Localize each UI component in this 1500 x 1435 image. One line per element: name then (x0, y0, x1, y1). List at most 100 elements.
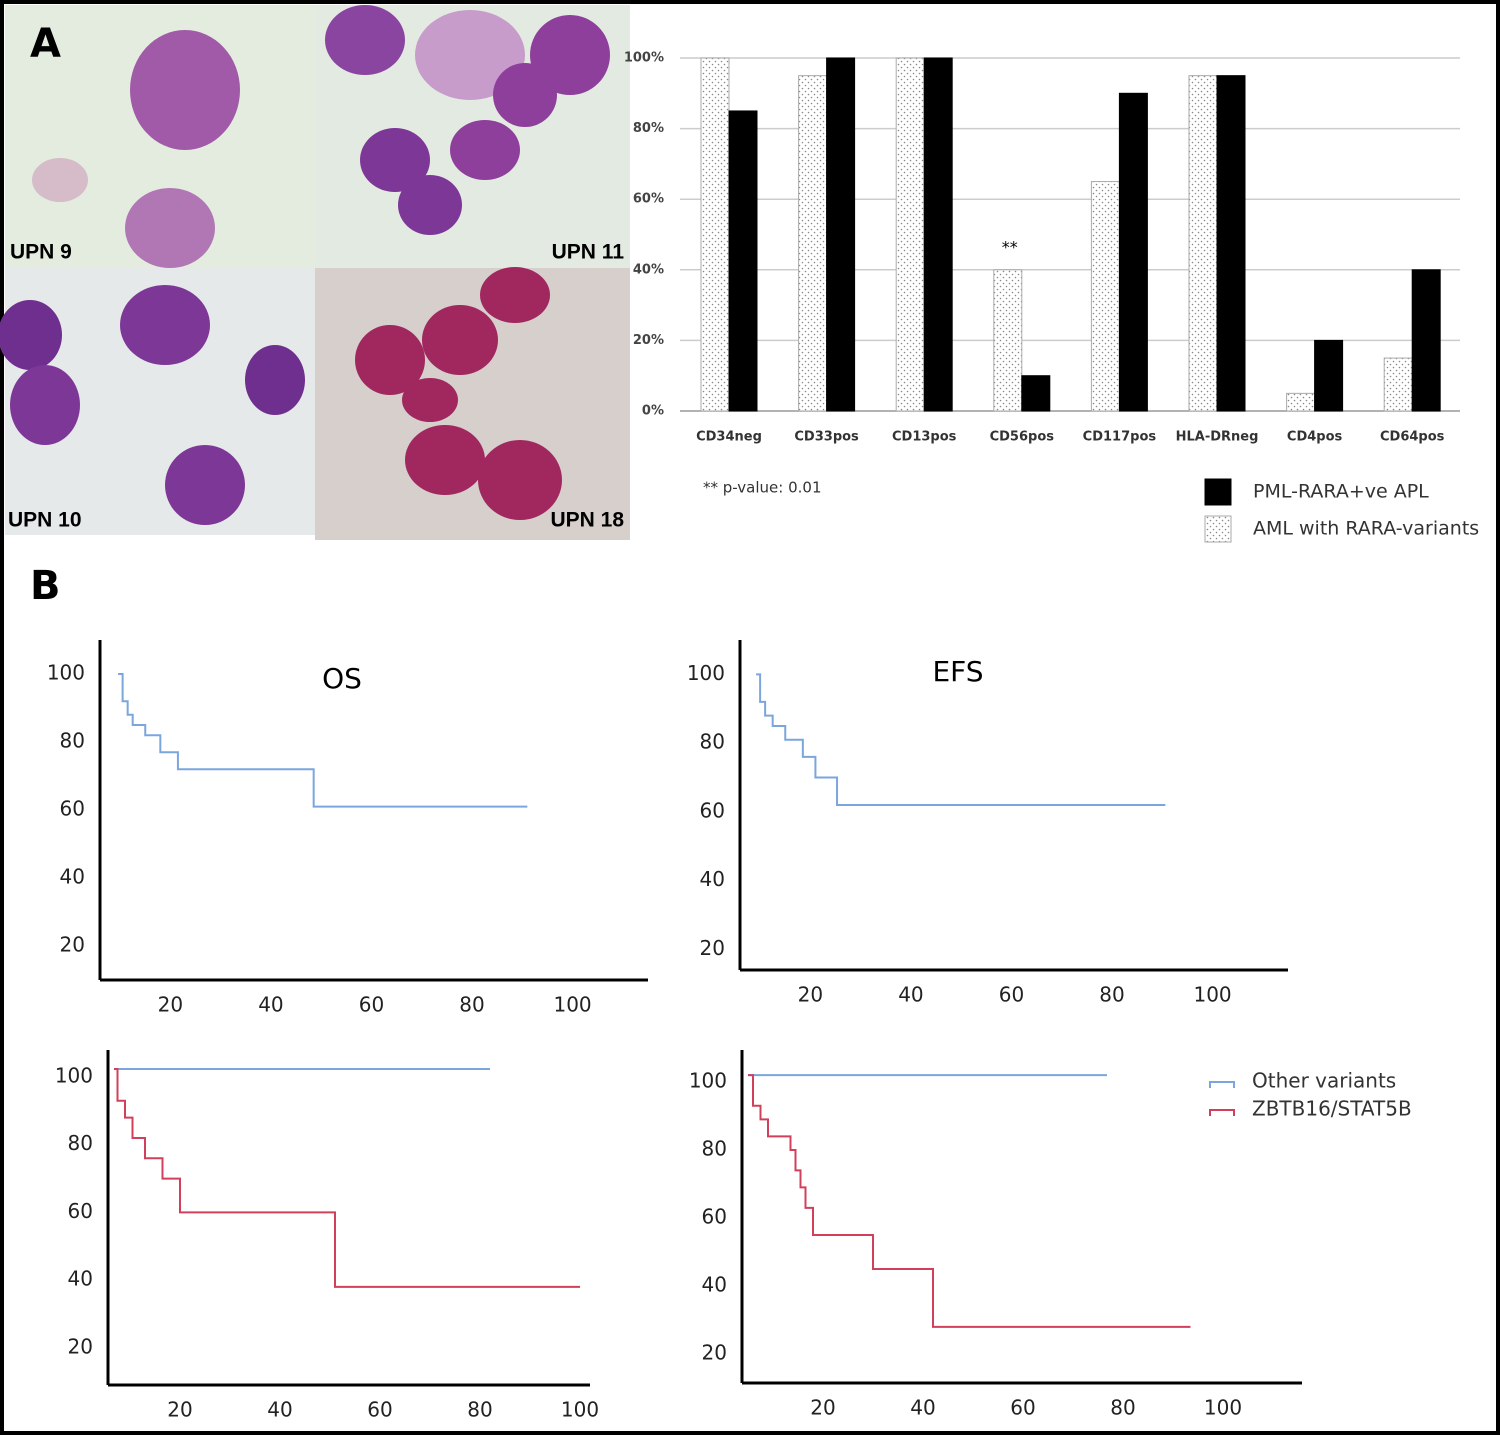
y-tick-label: 40% (633, 262, 664, 277)
cell (415, 10, 525, 100)
bar (1188, 75, 1218, 412)
y-tick-label: 80% (633, 121, 664, 136)
bar (1411, 269, 1441, 412)
x-tick-label: 100 (553, 993, 591, 1017)
cell (450, 120, 520, 180)
x-tick-label: CD117pos (1083, 430, 1157, 445)
y-tick-label: 80 (702, 1137, 727, 1161)
y-tick-label: 0% (642, 404, 664, 419)
annotation: ** (1002, 237, 1018, 256)
cell (10, 365, 80, 445)
survival-curve (118, 673, 528, 808)
image-label: UPN 18 (550, 509, 624, 532)
x-tick-label: CD33pos (794, 430, 859, 445)
bar (895, 57, 925, 412)
legend-label: Other variants (1252, 1069, 1396, 1093)
x-tick-label: 80 (467, 1398, 492, 1422)
bar (826, 57, 856, 412)
x-tick-label: 40 (910, 1396, 935, 1420)
chart-title: OS (322, 662, 362, 695)
cell (478, 440, 562, 520)
x-tick-label: 60 (999, 983, 1024, 1007)
y-tick-label: 60 (60, 797, 85, 821)
y-tick-label: 20 (702, 1341, 727, 1365)
image-label: UPN 11 (552, 241, 625, 264)
y-tick-label: 40 (60, 865, 85, 889)
bar (798, 75, 828, 412)
x-tick-label: 20 (798, 983, 823, 1007)
x-tick-label: 20 (158, 993, 183, 1017)
x-tick-label: 100 (1204, 1396, 1242, 1420)
x-tick-label: CD13pos (892, 430, 957, 445)
bar (993, 269, 1023, 412)
cell (0, 300, 62, 370)
survival-curve (748, 1074, 1191, 1328)
cell (120, 285, 210, 365)
bar (700, 57, 730, 412)
bar (1021, 375, 1051, 412)
y-tick-label: 100 (47, 661, 85, 685)
bar (1216, 75, 1246, 412)
y-tick-label: 40 (702, 1273, 727, 1297)
bar (923, 57, 953, 412)
y-tick-label: 40 (68, 1267, 93, 1291)
cell (130, 30, 240, 150)
legend-label: ZBTB16/STAT5B (1252, 1097, 1412, 1121)
panel-label: B (30, 563, 61, 609)
x-tick-label: 60 (367, 1398, 392, 1422)
image-label: UPN 10 (8, 509, 82, 532)
survival-curve (756, 673, 1166, 806)
y-tick-label: 100% (624, 51, 664, 66)
x-tick-label: 80 (1110, 1396, 1135, 1420)
x-tick-label: CD34neg (696, 430, 762, 445)
y-tick-label: 20 (68, 1334, 93, 1358)
x-tick-label: 100 (1193, 983, 1231, 1007)
cell (405, 425, 485, 495)
cell (493, 63, 557, 127)
cell (245, 345, 305, 415)
y-tick-label: 80 (700, 730, 725, 754)
y-tick-label: 60 (700, 798, 725, 822)
x-tick-label: CD56pos (990, 430, 1055, 445)
bar (1118, 92, 1148, 412)
cell (480, 267, 550, 323)
bar (1286, 392, 1316, 412)
bar (1090, 181, 1120, 412)
y-tick-label: 100 (55, 1064, 93, 1088)
legend-label: AML with RARA-variants (1253, 518, 1479, 540)
survival-curve (114, 1067, 580, 1288)
y-tick-label: 20 (60, 933, 85, 957)
bar (1383, 357, 1413, 412)
cell (360, 128, 430, 192)
x-tick-label: 80 (459, 993, 484, 1017)
x-tick-label: 40 (267, 1398, 292, 1422)
x-tick-label: 40 (898, 983, 923, 1007)
cell (165, 445, 245, 525)
micrographs (0, 5, 630, 540)
bar (728, 110, 758, 412)
y-tick-label: 100 (689, 1068, 727, 1092)
x-tick-label: CD4pos (1287, 430, 1343, 445)
y-tick-label: 20% (633, 333, 664, 348)
y-tick-label: 80 (60, 729, 85, 753)
bar (1314, 339, 1344, 412)
image-label: UPN 9 (10, 241, 72, 264)
x-tick-label: 20 (167, 1398, 192, 1422)
x-tick-label: CD64pos (1380, 430, 1445, 445)
x-tick-label: 80 (1099, 983, 1124, 1007)
y-tick-label: 20 (700, 936, 725, 960)
x-tick-label: 40 (258, 993, 283, 1017)
x-tick-label: 60 (359, 993, 384, 1017)
y-tick-label: 80 (68, 1131, 93, 1155)
cell (530, 15, 610, 95)
y-tick-label: 60% (633, 192, 664, 207)
y-tick-label: 40 (700, 867, 725, 891)
cell (125, 188, 215, 268)
panel-label: A (30, 21, 61, 67)
legend-label: PML-RARA+ve APL (1253, 481, 1429, 503)
legend-swatch (1209, 1081, 1235, 1088)
cell (402, 378, 458, 422)
cell (422, 305, 498, 375)
x-tick-label: 60 (1010, 1396, 1035, 1420)
